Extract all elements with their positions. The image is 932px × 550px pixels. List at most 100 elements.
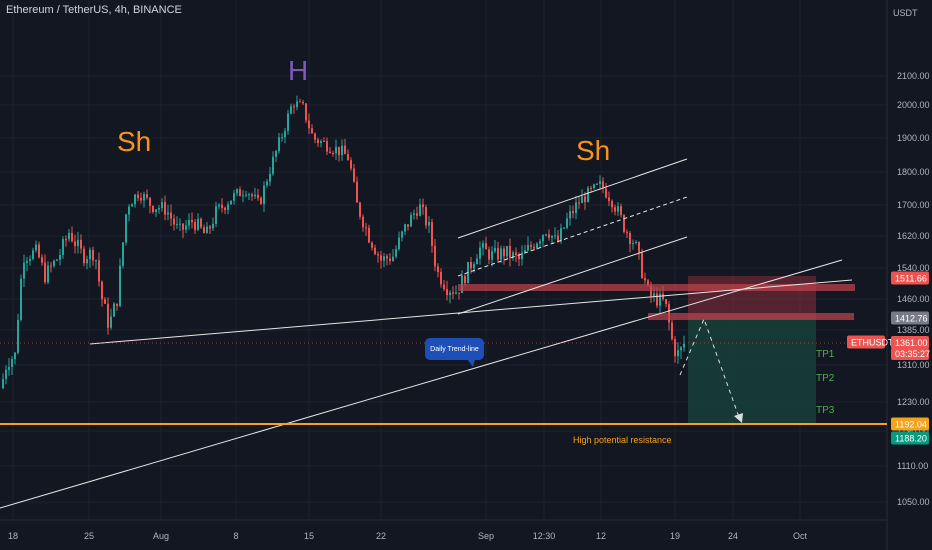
candle-body xyxy=(374,247,376,255)
candle-body xyxy=(428,221,430,226)
candle-body xyxy=(110,316,112,328)
candle-body xyxy=(362,216,364,228)
candle-body xyxy=(5,369,7,380)
candle-body xyxy=(29,258,31,261)
candle-body xyxy=(356,181,358,203)
right-shoulder-label: Sh xyxy=(576,135,611,166)
candle-body xyxy=(617,206,619,212)
candle-body xyxy=(80,239,82,249)
candle-body xyxy=(410,214,412,227)
candle-body xyxy=(218,204,220,207)
x-tick-label: Oct xyxy=(793,531,808,541)
candle-body xyxy=(35,244,37,251)
tp3-label: TP3 xyxy=(816,405,835,416)
candle-body xyxy=(581,196,583,204)
candle-body xyxy=(380,255,382,261)
candle-body xyxy=(473,264,475,269)
candle-body xyxy=(416,213,418,216)
candle-body xyxy=(59,255,61,260)
candle-body xyxy=(611,201,613,208)
candle-body xyxy=(386,256,388,259)
candle-body xyxy=(524,250,526,253)
candle-body xyxy=(23,262,25,279)
x-tick-label: 22 xyxy=(376,531,386,541)
candle-body xyxy=(680,347,682,351)
candle-body xyxy=(338,146,340,156)
candle-body xyxy=(542,235,544,242)
candle-body xyxy=(254,194,256,197)
candle-body xyxy=(368,227,370,243)
neckline xyxy=(89,279,853,345)
candle-body xyxy=(446,289,448,296)
candle-body xyxy=(677,350,679,357)
candle-body xyxy=(632,243,634,245)
candle-body xyxy=(455,292,457,294)
candle-body xyxy=(125,214,127,243)
candle-body xyxy=(173,218,175,225)
tp1-label: TP1 xyxy=(816,349,835,360)
tp2-label: TP2 xyxy=(816,373,835,384)
candle-body xyxy=(551,235,553,238)
candle-body xyxy=(47,265,49,283)
candle-body xyxy=(221,204,223,208)
x-tick-label: 18 xyxy=(8,531,18,541)
candle-body xyxy=(350,160,352,169)
candle-body xyxy=(20,278,22,320)
candle-body xyxy=(248,194,250,196)
candle-body xyxy=(281,137,283,139)
candle-body xyxy=(413,213,415,215)
candle-body xyxy=(326,141,328,152)
candle-body xyxy=(599,181,601,184)
candle-body xyxy=(476,258,478,265)
candle-body xyxy=(503,248,505,257)
candle-body xyxy=(185,225,187,230)
price-label-tag xyxy=(891,271,929,285)
candle-body xyxy=(50,265,52,267)
candle-body xyxy=(449,292,451,296)
candle-body xyxy=(167,212,169,215)
x-tick-label: Sep xyxy=(478,531,494,541)
candle-body xyxy=(203,227,205,234)
candle-body xyxy=(206,226,208,234)
candle-body xyxy=(89,249,91,260)
candle-body xyxy=(11,359,13,368)
candle-body xyxy=(311,128,313,134)
candle-body xyxy=(170,212,172,219)
candle-body xyxy=(56,259,58,261)
daily-trendline-callout: Daily Trend-line xyxy=(425,338,484,367)
candle-body xyxy=(179,223,181,225)
candle-body xyxy=(359,202,361,217)
candle-body xyxy=(557,235,559,242)
candle-body xyxy=(419,204,421,216)
candle-body xyxy=(296,101,298,108)
candle-body xyxy=(665,299,667,305)
candle-body xyxy=(554,235,556,237)
candle-body xyxy=(2,379,4,389)
candle-body xyxy=(434,245,436,267)
y-tick-label: 1385.00 xyxy=(897,325,930,335)
candle-body xyxy=(494,247,496,252)
price-label-tag xyxy=(891,311,929,325)
candle-body xyxy=(197,218,199,230)
candle-body xyxy=(470,262,472,269)
candle-body xyxy=(32,250,34,259)
candle-body xyxy=(431,221,433,246)
candle-body xyxy=(272,156,274,174)
candle-body xyxy=(8,367,10,370)
y-tick-label: 1620.00 xyxy=(897,231,930,241)
candle-body xyxy=(68,232,70,240)
candle-body xyxy=(602,181,604,189)
candle-body xyxy=(245,194,247,196)
candle-body xyxy=(122,242,124,266)
daily-trendline xyxy=(0,259,843,509)
y-tick-label: 1190.00 xyxy=(897,426,929,436)
candle-body xyxy=(440,272,442,285)
candle-body xyxy=(158,208,160,210)
candle-body xyxy=(608,197,610,202)
candle-body xyxy=(578,202,580,204)
candle-body xyxy=(212,223,214,229)
channel-mid xyxy=(457,196,688,277)
candle-body xyxy=(134,194,136,205)
price-label-tag xyxy=(891,431,929,445)
